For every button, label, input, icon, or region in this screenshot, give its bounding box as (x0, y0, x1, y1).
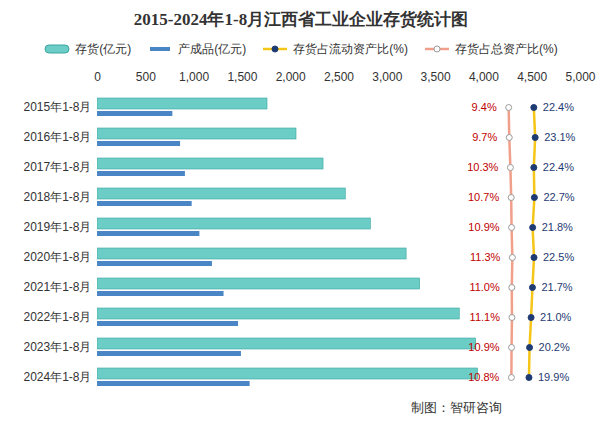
svg-text:2017年1-8月: 2017年1-8月 (23, 160, 91, 174)
html-text:存货占总资产比(%): 存货占总资产比(%) (455, 41, 558, 56)
svg-text:1,500: 1,500 (227, 70, 257, 84)
svg-text:2022年1-8月: 2022年1-8月 (23, 310, 91, 324)
html-text:2015-2024年1-8月江西省工业企业存货统计图: 2015-2024年1-8月江西省工业企业存货统计图 (133, 10, 469, 29)
html-text:产成品(亿元): 产成品(亿元) (178, 41, 247, 56)
svg-text:22.5%: 22.5% (543, 251, 574, 263)
svg-text:2021年1-8月: 2021年1-8月 (23, 280, 91, 294)
svg-text:2024年1-8月: 2024年1-8月 (23, 370, 91, 384)
svg-text:19.9%: 19.9% (538, 371, 569, 383)
svg-text:21.0%: 21.0% (540, 311, 571, 323)
svg-text:23.1%: 23.1% (544, 131, 575, 143)
svg-text:11.0%: 11.0% (469, 281, 500, 293)
svg-text:10.9%: 10.9% (468, 221, 499, 233)
html-text:存货(亿元): 存货(亿元) (75, 41, 132, 56)
svg-text:3,000: 3,000 (372, 70, 402, 84)
svg-text:20.2%: 20.2% (539, 341, 570, 353)
svg-text:3,500: 3,500 (421, 70, 451, 84)
svg-text:0: 0 (94, 70, 101, 84)
svg-text:2015年1-8月: 2015年1-8月 (23, 100, 91, 114)
svg-text:9.7%: 9.7% (472, 131, 497, 143)
svg-text:2019年1-8月: 2019年1-8月 (23, 220, 91, 234)
svg-text:10.9%: 10.9% (468, 341, 499, 353)
html-text:存货占流动资产比(%): 存货占流动资产比(%) (293, 41, 408, 56)
svg-text:2023年1-8月: 2023年1-8月 (23, 340, 91, 354)
svg-text:4,000: 4,000 (469, 70, 499, 84)
svg-text:4,500: 4,500 (517, 70, 547, 84)
svg-text:10.8%: 10.8% (468, 371, 499, 383)
svg-text:2,000: 2,000 (276, 70, 306, 84)
svg-text:11.1%: 11.1% (470, 311, 501, 323)
svg-text:1,000: 1,000 (179, 70, 209, 84)
svg-text:22.7%: 22.7% (543, 191, 574, 203)
svg-text:500: 500 (136, 70, 156, 84)
svg-text:2,500: 2,500 (324, 70, 354, 84)
svg-text:2016年1-8月: 2016年1-8月 (23, 130, 91, 144)
svg-text:10.3%: 10.3% (467, 161, 498, 173)
svg-text:22.4%: 22.4% (543, 101, 574, 113)
svg-text:2020年1-8月: 2020年1-8月 (23, 250, 91, 264)
svg-text:11.3%: 11.3% (470, 251, 501, 263)
svg-text:5,000: 5,000 (565, 70, 595, 84)
svg-text:2018年1-8月: 2018年1-8月 (23, 190, 91, 204)
svg-text:21.8%: 21.8% (542, 221, 573, 233)
svg-text:9.4%: 9.4% (472, 101, 497, 113)
svg-text:10.7%: 10.7% (468, 191, 499, 203)
svg-text:22.4%: 22.4% (543, 161, 574, 173)
svg-text:21.7%: 21.7% (541, 281, 572, 293)
html-text:制图：智研咨询: 制图：智研咨询 (411, 400, 502, 415)
